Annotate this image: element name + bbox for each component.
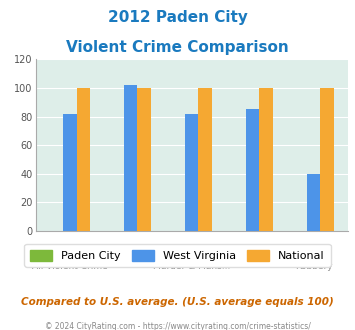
Text: Rape: Rape [241, 248, 264, 257]
Legend: Paden City, West Virginia, National: Paden City, West Virginia, National [24, 244, 331, 267]
Text: All Violent Crime: All Violent Crime [32, 262, 108, 271]
Bar [77, 88, 90, 231]
Bar [185, 114, 198, 231]
Bar [260, 88, 273, 231]
Text: © 2024 CityRating.com - https://www.cityrating.com/crime-statistics/: © 2024 CityRating.com - https://www.city… [45, 322, 310, 330]
Bar [137, 88, 151, 231]
Text: Murder & Mans...: Murder & Mans... [153, 262, 230, 271]
Bar [307, 174, 320, 231]
Bar [63, 114, 77, 231]
Text: Compared to U.S. average. (U.S. average equals 100): Compared to U.S. average. (U.S. average … [21, 297, 334, 307]
Bar [198, 88, 212, 231]
Text: Aggravated Assault: Aggravated Assault [87, 248, 175, 257]
Bar [320, 88, 334, 231]
Text: 2012 Paden City: 2012 Paden City [108, 10, 247, 25]
Text: Robbery: Robbery [295, 262, 332, 271]
Text: Violent Crime Comparison: Violent Crime Comparison [66, 40, 289, 54]
Bar [246, 110, 260, 231]
Bar [124, 85, 137, 231]
